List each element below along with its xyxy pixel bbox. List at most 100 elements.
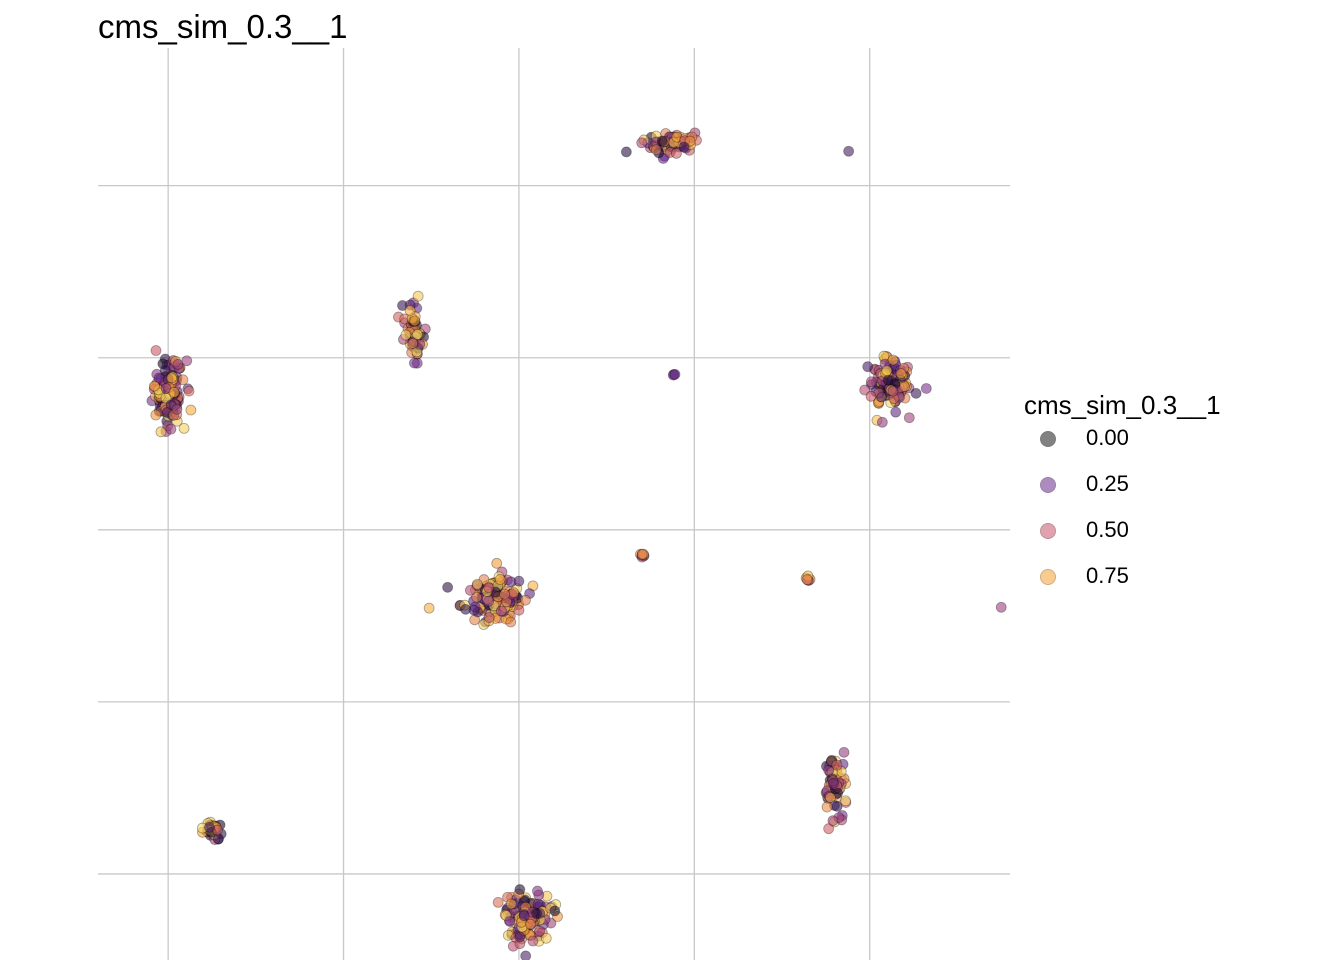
data-point	[491, 557, 503, 569]
data-point	[876, 416, 888, 428]
data-point	[150, 345, 162, 356]
legend-key-0	[1040, 431, 1056, 447]
legend-key-3	[1040, 569, 1056, 585]
data-point	[471, 591, 483, 603]
data-point	[895, 368, 907, 379]
data-point	[532, 885, 543, 897]
legend-key-1	[1040, 477, 1056, 493]
data-point	[534, 925, 546, 937]
data-point	[831, 801, 843, 812]
data-point	[165, 423, 177, 435]
points-layer	[146, 127, 1007, 960]
data-point	[505, 898, 517, 910]
cluster-3	[843, 145, 855, 157]
cluster-2	[620, 127, 702, 164]
cluster-7	[634, 548, 650, 563]
data-point	[671, 148, 682, 159]
data-point	[827, 815, 839, 827]
data-point	[157, 358, 169, 370]
data-point	[408, 357, 420, 369]
cluster-12	[492, 884, 563, 960]
data-point	[859, 384, 871, 396]
cluster-0	[146, 345, 197, 438]
data-point	[865, 390, 877, 402]
legend: cms_sim_0.3__1 0.00 0.25 0.50 0.75	[1024, 390, 1221, 605]
legend-item-1: 0.25	[1024, 467, 1221, 513]
cluster-8	[800, 570, 816, 586]
data-point	[492, 897, 504, 908]
data-point	[483, 595, 495, 607]
data-point	[442, 581, 454, 593]
data-point	[494, 574, 506, 585]
cluster-5	[859, 350, 932, 428]
data-point	[840, 795, 851, 807]
data-point	[423, 602, 435, 614]
data-point	[910, 387, 922, 399]
data-point	[149, 380, 160, 392]
data-point	[183, 385, 195, 397]
data-point	[620, 146, 632, 158]
data-point	[520, 594, 531, 606]
legend-label-1: 0.25	[1086, 471, 1129, 496]
data-point	[171, 403, 183, 415]
data-point	[483, 612, 495, 623]
legend-item-0: 0.00	[1024, 421, 1221, 467]
data-point	[178, 422, 190, 434]
data-point	[678, 141, 690, 153]
data-point	[828, 777, 839, 789]
data-point	[636, 137, 648, 149]
data-point	[155, 426, 167, 438]
data-point	[843, 145, 855, 157]
data-point	[823, 823, 835, 835]
data-point	[656, 135, 668, 147]
data-point	[549, 905, 561, 917]
data-point	[404, 305, 416, 316]
data-point	[483, 582, 495, 594]
legend-label-2: 0.50	[1086, 517, 1129, 542]
data-point	[899, 381, 910, 393]
data-point	[831, 759, 843, 771]
cluster-1	[393, 290, 431, 369]
data-point	[524, 918, 536, 930]
cluster-6	[423, 557, 539, 630]
cluster-11	[197, 816, 227, 845]
data-point	[514, 931, 526, 943]
grid-layer	[98, 48, 1010, 960]
data-point	[496, 605, 507, 617]
data-point	[166, 372, 178, 384]
data-point	[636, 548, 648, 560]
legend-label-3: 0.75	[1086, 563, 1129, 588]
cluster-10	[820, 746, 852, 835]
data-point	[821, 801, 833, 813]
data-point	[409, 315, 421, 327]
data-point	[172, 358, 184, 370]
data-point	[412, 329, 423, 340]
data-point	[168, 386, 180, 398]
cluster-4	[667, 368, 681, 381]
data-point	[499, 588, 511, 600]
legend-item-3: 0.75	[1024, 559, 1221, 605]
data-point	[531, 908, 543, 920]
chart-title: cms_sim_0.3__1	[98, 8, 348, 45]
data-point	[920, 383, 932, 394]
data-point	[876, 391, 888, 403]
data-point	[527, 935, 539, 947]
data-point	[801, 574, 813, 585]
data-point	[669, 368, 681, 380]
data-point	[412, 290, 424, 302]
data-point	[513, 575, 525, 587]
data-point	[513, 604, 525, 616]
data-point	[540, 932, 552, 944]
data-point	[471, 578, 483, 590]
data-point	[838, 746, 850, 758]
data-point	[518, 910, 530, 922]
data-point	[514, 884, 526, 895]
data-point	[890, 406, 902, 418]
data-point	[520, 950, 532, 960]
legend-key-2	[1040, 523, 1056, 539]
data-point	[862, 361, 874, 373]
legend-title: cms_sim_0.3__1	[1024, 390, 1221, 420]
data-point	[464, 584, 476, 596]
legend-label-0: 0.00	[1086, 425, 1129, 450]
